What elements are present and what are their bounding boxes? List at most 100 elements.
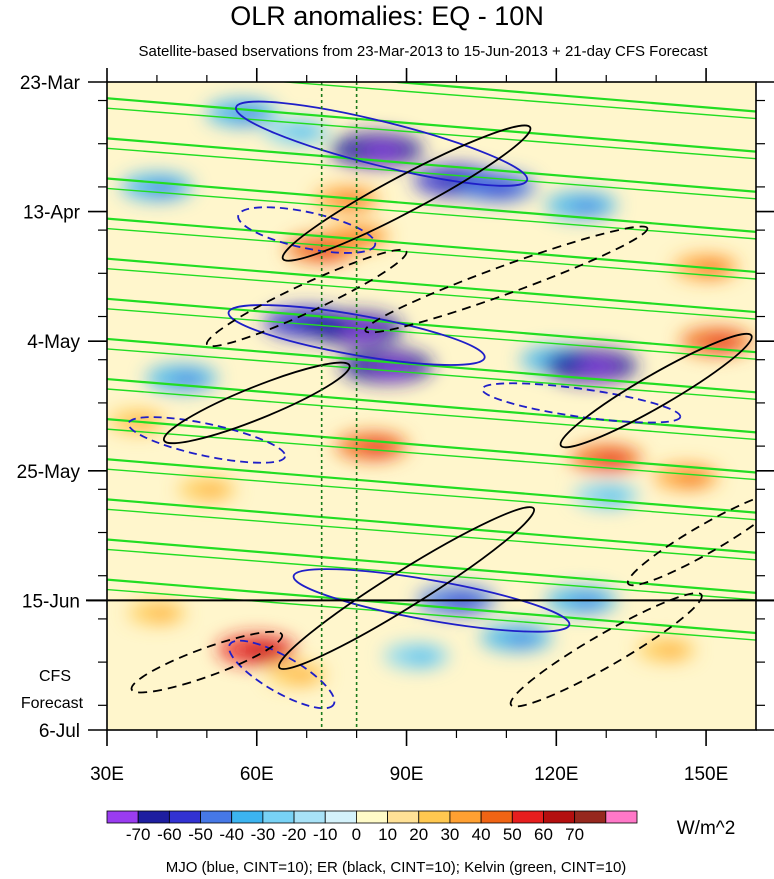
er-contour-4	[559, 332, 753, 449]
colorbar-box-16	[605, 810, 638, 824]
colorbar-box-8	[356, 810, 388, 824]
y-tick-label-4: 15-Jun	[22, 591, 80, 612]
colorbar-label-5: -20	[282, 825, 307, 844]
mjo-contour-2	[227, 304, 486, 366]
colorbar-box-3	[200, 810, 233, 824]
plot-area	[107, 82, 756, 730]
chart-subtitle: Satellite-based bservations from 23-Mar-…	[138, 43, 708, 60]
anomaly-core-31	[659, 645, 686, 658]
er-contour-7	[130, 630, 284, 694]
colorbar-box-9	[387, 810, 420, 824]
kelvin-contour-9	[107, 418, 756, 474]
colorbar-label-3: -40	[219, 825, 244, 844]
kelvin-contour-1	[107, 97, 756, 153]
x-tick-label-2: 90E	[390, 764, 424, 785]
colorbar-label-10: 30	[440, 825, 459, 844]
colorbar-box-7	[324, 810, 357, 824]
colorbar-box-15	[574, 810, 607, 824]
kelvin-contour-inner-13	[107, 588, 756, 641]
anomaly-core-18	[129, 417, 156, 430]
er-contour-2	[162, 361, 351, 445]
anomaly-core-22	[199, 485, 226, 498]
kelvin-contour-inner-8	[107, 388, 756, 441]
kelvin-contour-inner-6	[107, 308, 756, 360]
forecast-label-line1: CFS	[39, 668, 71, 685]
anomaly-core-4	[484, 181, 520, 197]
kelvin-contour-5	[107, 257, 756, 314]
kelvin-contour-11	[107, 498, 756, 554]
y-tick-label-1: 13-Apr	[23, 203, 81, 224]
anomaly-core-1	[288, 126, 318, 140]
kelvin-contour-inner-0	[276, 82, 756, 120]
kelvin-contour-10	[107, 458, 756, 514]
kelvin-contour-7	[107, 337, 756, 394]
kelvin-contour-8	[107, 377, 756, 434]
er-contour-3	[364, 225, 649, 334]
colorbar: -70 -60 -50 -40 -30 -20 -10 0 10 20 30 40 50 60 70	[106, 810, 638, 844]
colorbar-box-0	[106, 810, 139, 824]
kelvin-contour-inner-7	[107, 348, 756, 401]
mjo-contour-6	[481, 382, 682, 424]
x-tick-label-1: 60E	[240, 764, 274, 785]
colorbar-box-4	[231, 810, 264, 824]
plot-frame	[106, 81, 757, 731]
x-axis: 30E 60E 90E 120E 150E	[90, 68, 728, 785]
anomaly-core-29	[408, 651, 438, 665]
colorbar-label-6: -10	[313, 825, 338, 844]
er-contour-8	[626, 491, 756, 587]
anomaly-core-15	[576, 359, 618, 377]
kelvin-contour-inner-12	[107, 548, 756, 601]
contour-layer	[107, 82, 756, 710]
colorbar-label-7: 0	[352, 825, 361, 844]
mjo-contour-0	[235, 100, 529, 187]
colorbar-box-2	[168, 810, 201, 824]
colorbar-label-2: -50	[188, 825, 213, 844]
colorbar-label-9: 20	[409, 825, 428, 844]
kelvin-contour-6	[107, 297, 756, 354]
x-tick-label-3: 120E	[534, 764, 578, 785]
anomaly-core-25	[571, 595, 604, 610]
kelvin-contour-inner-4	[107, 227, 756, 280]
mjo-contour-4	[292, 568, 571, 633]
anomaly-core-28	[289, 670, 316, 683]
kelvin-contour-inner-11	[107, 508, 756, 561]
er-contour-6	[509, 592, 703, 708]
colorbar-label-0: -70	[126, 825, 151, 844]
mjo-contour-3	[127, 416, 287, 464]
x-tick-label-0: 30E	[90, 764, 124, 785]
colorbar-label-1: -60	[157, 825, 182, 844]
er-contour-1	[205, 248, 408, 348]
kelvin-contour-3	[107, 177, 756, 233]
colorbar-box-12	[480, 810, 513, 824]
chart-title: OLR anomalies: EQ - 10N	[230, 1, 544, 31]
y-tick-label-2: 4-May	[27, 332, 80, 353]
anomaly-core-30	[506, 632, 539, 647]
colorbar-label-12: 50	[503, 825, 522, 844]
anomaly-core-12	[342, 322, 384, 340]
colorbar-label-11: 40	[472, 825, 491, 844]
colorbar-label-13: 60	[534, 825, 553, 844]
anomaly-core-17	[171, 373, 204, 388]
mjo-contour-5	[228, 639, 336, 710]
kelvin-contour-inner-2	[107, 147, 756, 200]
colorbar-label-14: 70	[565, 825, 584, 844]
colorbar-box-1	[137, 810, 170, 824]
anomaly-core-27	[245, 644, 281, 660]
kelvin-contour-0	[383, 82, 756, 113]
forecast-label-line2: Forecast	[21, 695, 84, 712]
colorbar-label-8: 10	[378, 825, 397, 844]
kelvin-contour-inner-3	[107, 187, 756, 240]
colorbar-box-6	[293, 810, 326, 824]
contour-legend: MJO (blue, CINT=10); ER (black, CINT=10)…	[166, 859, 627, 876]
anomaly-core-6	[571, 200, 604, 215]
colorbar-label-4: -30	[251, 825, 276, 844]
anomaly-core-2	[362, 143, 404, 161]
kelvin-contour-13	[107, 578, 756, 635]
anomaly-core-26	[149, 608, 176, 621]
kelvin-contour-inner-1	[107, 107, 756, 160]
colorbar-units: W/m^2	[677, 818, 736, 839]
colorbar-box-11	[449, 810, 482, 824]
anomaly-core-19	[361, 441, 394, 456]
mjo-contour-1	[237, 206, 377, 254]
